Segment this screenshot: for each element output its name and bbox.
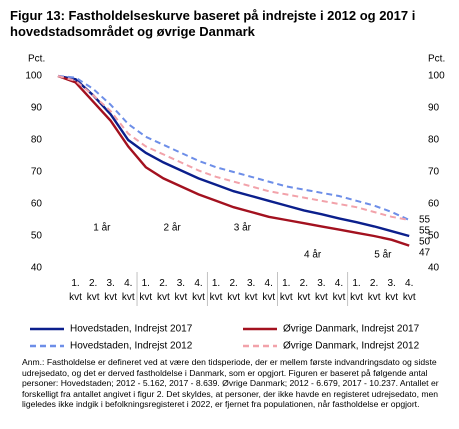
- x-tick-label-line: kvt: [245, 292, 258, 303]
- x-tick-label-line: 3.: [177, 278, 185, 289]
- x-tick-label-line: 3.: [107, 278, 115, 289]
- x-tick-label-line: 4.: [194, 278, 202, 289]
- x-tick-label-line: kvt: [192, 292, 205, 303]
- x-tick-label: 1. kvt: [139, 278, 152, 303]
- x-tick-label-line: 4.: [335, 278, 343, 289]
- x-tick-label-line: kvt: [227, 292, 240, 303]
- x-tick-label-line: kvt: [157, 292, 170, 303]
- x-tick-label-line: 1.: [142, 278, 150, 289]
- y2-tick-label: 60: [428, 199, 440, 210]
- x-tick-label: 4. kvt: [262, 278, 275, 303]
- series-line: [57, 74, 410, 247]
- x-tick-label-line: 2.: [159, 278, 167, 289]
- x-tick-label-line: kvt: [315, 292, 328, 303]
- x-tick-label-line: kvt: [104, 292, 117, 303]
- end-label: 47: [419, 248, 431, 259]
- x-tick-label: 2. kvt: [368, 278, 381, 303]
- x-tick-label: 2. kvt: [87, 278, 100, 303]
- x-tick-label-line: kvt: [122, 292, 135, 303]
- x-tick-label-line: kvt: [403, 292, 416, 303]
- x-tick-label-line: kvt: [280, 292, 293, 303]
- y2-tick-label: 70: [428, 167, 440, 178]
- legend-label: Hovedstaden, Indrejst 2017: [70, 324, 193, 335]
- x-tick-label-line: 2.: [300, 278, 308, 289]
- x-tick-label-line: 3.: [317, 278, 325, 289]
- x-tick-label-line: kvt: [350, 292, 363, 303]
- end-label: 55: [419, 226, 431, 237]
- x-tick-label-line: kvt: [175, 292, 188, 303]
- x-tick-label-line: kvt: [368, 292, 381, 303]
- x-tick-label-line: 4.: [124, 278, 132, 289]
- y-tick-label: 90: [31, 103, 43, 114]
- x-tick-label: 1. kvt: [69, 278, 82, 303]
- y2-tick-label: 50: [428, 231, 440, 242]
- series-line: [57, 74, 410, 238]
- x-tick-label-line: 2.: [229, 278, 237, 289]
- x-tick-label: 4. kvt: [192, 278, 205, 303]
- x-group-label: 4 år: [304, 249, 322, 261]
- x-tick-label: 3. kvt: [245, 278, 258, 303]
- y-tick-label: 100: [25, 71, 42, 82]
- x-tick-label: 1. kvt: [350, 278, 363, 303]
- x-tick-label: 1. kvt: [210, 278, 223, 303]
- legend-label: Hovedstaden, Indrejst 2012: [70, 341, 193, 352]
- y-tick-label: 50: [31, 231, 43, 242]
- y-axis-label: Pct.: [28, 54, 45, 65]
- end-label: 55: [419, 215, 431, 226]
- end-label: 50: [419, 237, 431, 248]
- x-tick-label-line: kvt: [87, 292, 100, 303]
- x-group-label: 3 år: [234, 222, 252, 234]
- legend-label: Øvrige Danmark, Indrejst 2012: [283, 341, 420, 352]
- x-tick-label-line: kvt: [139, 292, 152, 303]
- x-tick-label: 4. kvt: [122, 278, 135, 303]
- x-tick-label-line: 1.: [71, 278, 79, 289]
- x-tick-label-line: kvt: [385, 292, 398, 303]
- x-tick-label-line: 1.: [212, 278, 220, 289]
- x-tick-label: 4. kvt: [333, 278, 346, 303]
- x-tick-label-line: 4.: [405, 278, 413, 289]
- y-tick-label: 70: [31, 167, 43, 178]
- y-tick-label: 80: [31, 135, 43, 146]
- x-tick-label-line: 3.: [247, 278, 255, 289]
- x-tick-label-line: kvt: [210, 292, 223, 303]
- x-tick-label-line: kvt: [262, 292, 275, 303]
- x-tick-label: 3. kvt: [175, 278, 188, 303]
- x-tick-label-line: 1.: [282, 278, 290, 289]
- x-tick-label: 3. kvt: [315, 278, 328, 303]
- x-tick-label-line: kvt: [297, 292, 310, 303]
- x-group-label: 5 år: [374, 249, 392, 261]
- y2-tick-label: 80: [428, 135, 440, 146]
- x-group-label: 2 år: [164, 222, 182, 234]
- x-tick-label-line: 1.: [352, 278, 360, 289]
- x-tick-label-line: kvt: [69, 292, 82, 303]
- y2-tick-label: 100: [428, 71, 445, 82]
- x-tick-label: 3. kvt: [104, 278, 117, 303]
- y2-axis-label: Pct.: [428, 54, 445, 65]
- x-tick-label: 2. kvt: [297, 278, 310, 303]
- chart-title: Figur 13: Fastholdelseskurve baseret på …: [10, 8, 416, 39]
- x-tick-label: 2. kvt: [227, 278, 240, 303]
- x-tick-label: 1. kvt: [280, 278, 293, 303]
- y-tick-label: 60: [31, 199, 43, 210]
- x-tick-label-line: 3.: [387, 278, 395, 289]
- series-line: [57, 75, 410, 221]
- y2-tick-label: 90: [428, 103, 440, 114]
- note: Anm.: Fastholdelse er defineret ved at v…: [22, 357, 439, 410]
- legend-label: Øvrige Danmark, Indrejst 2017: [283, 324, 420, 335]
- x-tick-label-line: 4.: [265, 278, 273, 289]
- y-tick-label: 40: [31, 263, 43, 274]
- x-tick-label: 2. kvt: [157, 278, 170, 303]
- x-tick-label-line: kvt: [333, 292, 346, 303]
- x-tick-label: 3. kvt: [385, 278, 398, 303]
- x-tick-label-line: 2.: [370, 278, 378, 289]
- series-line: [57, 75, 410, 221]
- x-tick-label-line: 2.: [89, 278, 97, 289]
- x-tick-label: 4. kvt: [403, 278, 416, 303]
- y2-tick-label: 40: [428, 263, 440, 274]
- x-group-label: 1 år: [93, 222, 111, 234]
